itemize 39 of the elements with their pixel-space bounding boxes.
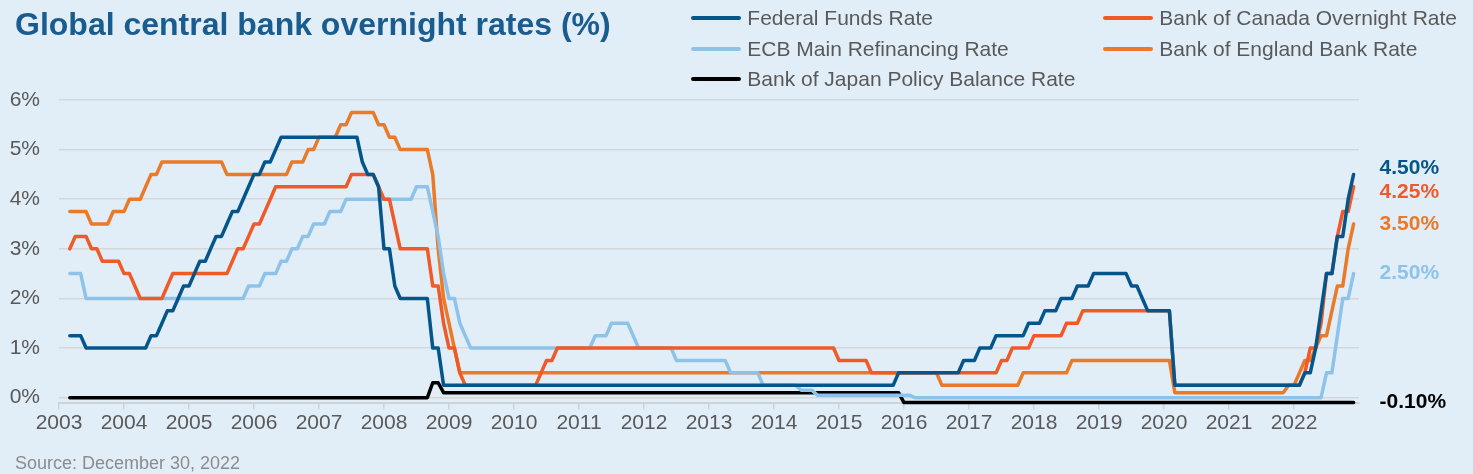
- legend-label: Bank of Japan Policy Balance Rate: [747, 67, 1076, 92]
- x-tick-label: 2020: [1140, 410, 1188, 433]
- x-tick-label: 2008: [360, 410, 408, 433]
- legend-label: Bank of England Bank Rate: [1159, 36, 1418, 61]
- data-label: 2.50%: [1379, 260, 1440, 284]
- x-tick-label: 2019: [1075, 410, 1123, 433]
- y-tick-label: 2%: [9, 285, 40, 309]
- y-tick-label: 3%: [9, 235, 40, 259]
- x-tick-label: 2021: [1205, 410, 1253, 433]
- y-tick-label: 4%: [9, 186, 40, 210]
- x-tick-label: 2015: [815, 410, 863, 433]
- x-tick-label: 2010: [490, 410, 538, 433]
- y-tick-label: 0%: [9, 384, 40, 408]
- x-tick-label: 2022: [1270, 410, 1318, 433]
- x-tick-label: 2005: [165, 410, 213, 433]
- data-label: -0.10%: [1379, 389, 1447, 413]
- y-tick-label: 1%: [9, 334, 40, 358]
- x-tick-label: 2012: [620, 410, 668, 433]
- y-tick-label: 5%: [9, 136, 40, 160]
- legend-label: ECB Main Refinancing Rate: [747, 36, 1009, 61]
- x-tick-label: 2006: [230, 410, 278, 433]
- data-label: 4.50%: [1379, 155, 1440, 179]
- x-tick-label: 2009: [425, 410, 473, 433]
- x-tick-label: 2013: [685, 410, 733, 433]
- y-tick-label: 6%: [9, 86, 40, 110]
- data-label: 4.25%: [1379, 179, 1440, 203]
- x-tick-label: 2014: [750, 410, 798, 433]
- source-note: Source: December 30, 2022: [15, 453, 241, 474]
- x-tick-label: 2011: [556, 410, 602, 433]
- x-tick-label: 2007: [295, 410, 343, 433]
- legend-label: Bank of Canada Overnight Rate: [1159, 6, 1457, 31]
- data-label: 3.50%: [1379, 210, 1440, 234]
- x-tick-label: 2003: [35, 410, 83, 433]
- x-tick-label: 2018: [1010, 410, 1058, 433]
- x-tick-label: 2016: [880, 410, 928, 433]
- x-tick-label: 2004: [100, 410, 148, 433]
- legend-label: Federal Funds Rate: [747, 6, 933, 31]
- chart-title: Global central bank overnight rates (%): [15, 6, 611, 43]
- x-tick-label: 2017: [945, 410, 993, 433]
